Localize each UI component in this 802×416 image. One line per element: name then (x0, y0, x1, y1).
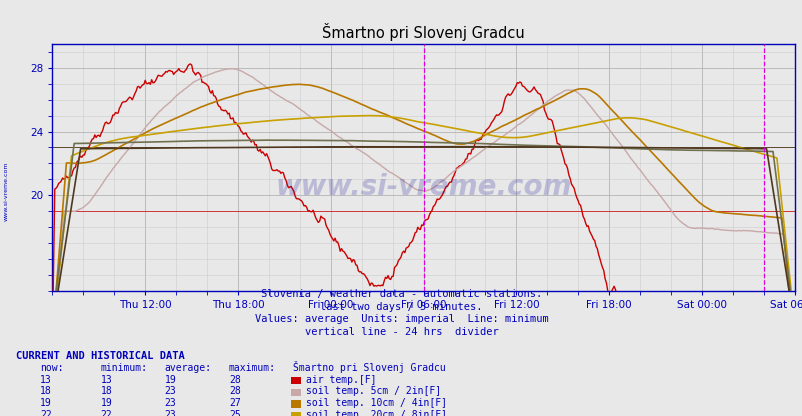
Text: 28: 28 (229, 386, 241, 396)
Text: Values: average  Units: imperial  Line: minimum: Values: average Units: imperial Line: mi… (254, 314, 548, 324)
Text: 18: 18 (40, 386, 52, 396)
Text: 23: 23 (164, 386, 176, 396)
Text: 19: 19 (40, 398, 52, 408)
Text: 19: 19 (164, 375, 176, 385)
Text: www.si-vreme.com: www.si-vreme.com (4, 161, 9, 221)
Text: 18: 18 (100, 386, 112, 396)
Text: 13: 13 (100, 375, 112, 385)
Text: soil temp. 20cm / 8in[F]: soil temp. 20cm / 8in[F] (306, 410, 447, 416)
Text: maximum:: maximum: (229, 363, 276, 373)
Text: 22: 22 (40, 410, 52, 416)
Text: Slovenia / weather data - automatic stations.: Slovenia / weather data - automatic stat… (261, 290, 541, 300)
Text: air temp.[F]: air temp.[F] (306, 375, 376, 385)
Text: 23: 23 (164, 398, 176, 408)
Text: CURRENT AND HISTORICAL DATA: CURRENT AND HISTORICAL DATA (16, 351, 184, 361)
Text: 28: 28 (229, 375, 241, 385)
Text: soil temp. 10cm / 4in[F]: soil temp. 10cm / 4in[F] (306, 398, 447, 408)
Text: 22: 22 (100, 410, 112, 416)
Text: now:: now: (40, 363, 63, 373)
Text: Šmartno pri Slovenj Gradcu: Šmartno pri Slovenj Gradcu (293, 361, 445, 373)
Text: last two days / 5 minutes.: last two days / 5 minutes. (320, 302, 482, 312)
Text: 27: 27 (229, 398, 241, 408)
Text: average:: average: (164, 363, 212, 373)
Text: 23: 23 (164, 410, 176, 416)
Text: minimum:: minimum: (100, 363, 148, 373)
Text: www.si-vreme.com: www.si-vreme.com (275, 173, 571, 201)
Text: vertical line - 24 hrs  divider: vertical line - 24 hrs divider (304, 327, 498, 337)
Text: 13: 13 (40, 375, 52, 385)
Text: 19: 19 (100, 398, 112, 408)
Text: soil temp. 5cm / 2in[F]: soil temp. 5cm / 2in[F] (306, 386, 440, 396)
Title: Šmartno pri Slovenj Gradcu: Šmartno pri Slovenj Gradcu (322, 23, 525, 41)
Text: 25: 25 (229, 410, 241, 416)
